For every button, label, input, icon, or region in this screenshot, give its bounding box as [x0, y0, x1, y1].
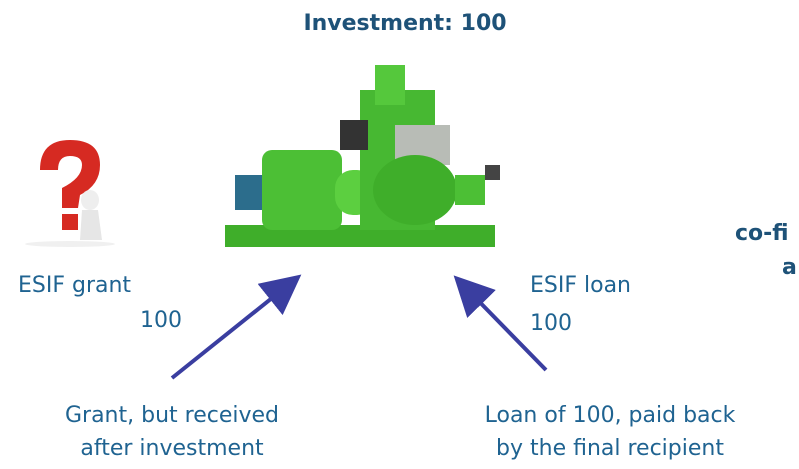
- loan-note: by the final recipient: [496, 436, 724, 461]
- machine: [225, 65, 500, 247]
- title: Investment: 100: [303, 11, 506, 36]
- grant-note: after investment: [80, 436, 264, 461]
- slide: Investment: 100 ESIF grant 100 ESIF loan…: [0, 0, 799, 469]
- loan-label: ESIF loan: [530, 273, 631, 298]
- grant-label: ESIF grant: [18, 273, 131, 298]
- cut-off-text: a: [782, 255, 797, 280]
- cut-off-text: co-fi: [735, 221, 789, 246]
- grant-amount: 100: [140, 308, 182, 333]
- loan-amount: 100: [530, 311, 572, 336]
- question-figure: [25, 140, 115, 247]
- grant-note: Grant, but received: [65, 403, 279, 428]
- arrow: [172, 282, 292, 378]
- loan-note: Loan of 100, paid back: [485, 403, 736, 428]
